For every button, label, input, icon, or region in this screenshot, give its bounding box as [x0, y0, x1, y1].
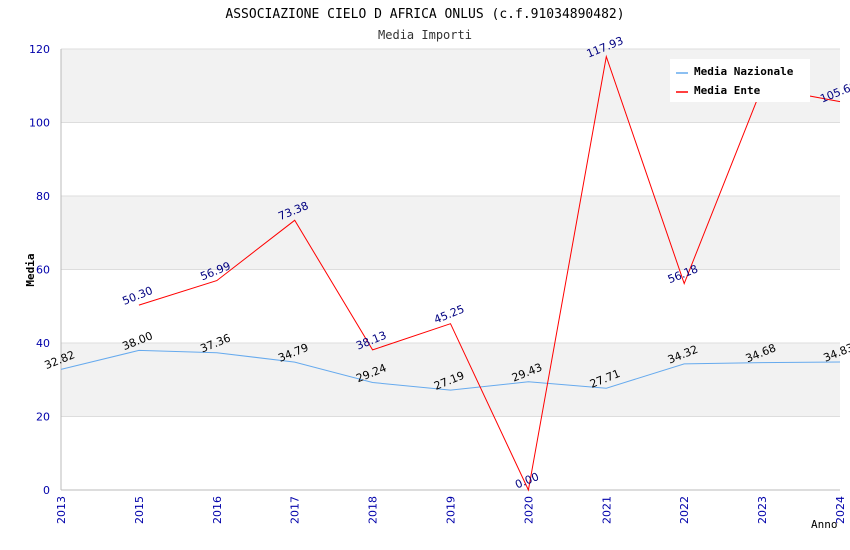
x-tick-label: 2022 — [678, 496, 691, 524]
x-tick-label: 2015 — [133, 496, 146, 524]
x-axis-title: Anno — [811, 518, 838, 531]
legend-box — [670, 59, 810, 102]
series-line-media-nazionale — [60, 349, 841, 391]
legend-label-media-ente: Media Ente — [694, 84, 761, 97]
plot-bands — [61, 49, 840, 417]
y-tick-label: 20 — [36, 411, 50, 424]
x-tick-label: 2017 — [289, 496, 302, 524]
legend-label-media-nazionale: Media Nazionale — [694, 65, 794, 78]
legend: Media Nazionale Media Ente — [670, 59, 810, 102]
chart-title: ASSOCIAZIONE CIELO D AFRICA ONLUS (c.f.9… — [225, 7, 624, 22]
y-axis-title: Media — [24, 253, 37, 286]
x-tick-label: 2013 — [55, 496, 68, 524]
x-ticks: 2013 2015 2016 2017 2018 2019 2020 2021 2022 2023… — [55, 496, 847, 524]
y-tick-label: 40 — [36, 337, 50, 350]
y-tick-label: 120 — [29, 43, 50, 56]
plot-band — [61, 343, 840, 417]
data-label: 50.30 — [121, 284, 155, 308]
y-tick-label: 100 — [29, 117, 50, 130]
x-tick-label: 2018 — [367, 496, 380, 524]
data-label: 45.25 — [432, 303, 466, 327]
y-tick-label: 80 — [36, 190, 50, 203]
x-tick-label: 2024 — [834, 496, 847, 524]
chart-subtitle: Media Importi — [378, 28, 472, 42]
x-tick-label: 2023 — [756, 496, 769, 524]
x-tick-label: 2021 — [600, 496, 613, 524]
series-line-media-ente — [138, 54, 841, 492]
y-tick-label: 60 — [36, 264, 50, 277]
x-tick-label: 2020 — [522, 496, 535, 524]
x-tick-label: 2019 — [445, 496, 458, 524]
y-tick-label: 0 — [43, 484, 50, 497]
series-lines — [60, 54, 841, 492]
x-tick-label: 2016 — [211, 496, 224, 524]
y-ticks: 0 20 40 60 80 100 120 — [29, 43, 50, 497]
plot-band — [61, 196, 840, 270]
